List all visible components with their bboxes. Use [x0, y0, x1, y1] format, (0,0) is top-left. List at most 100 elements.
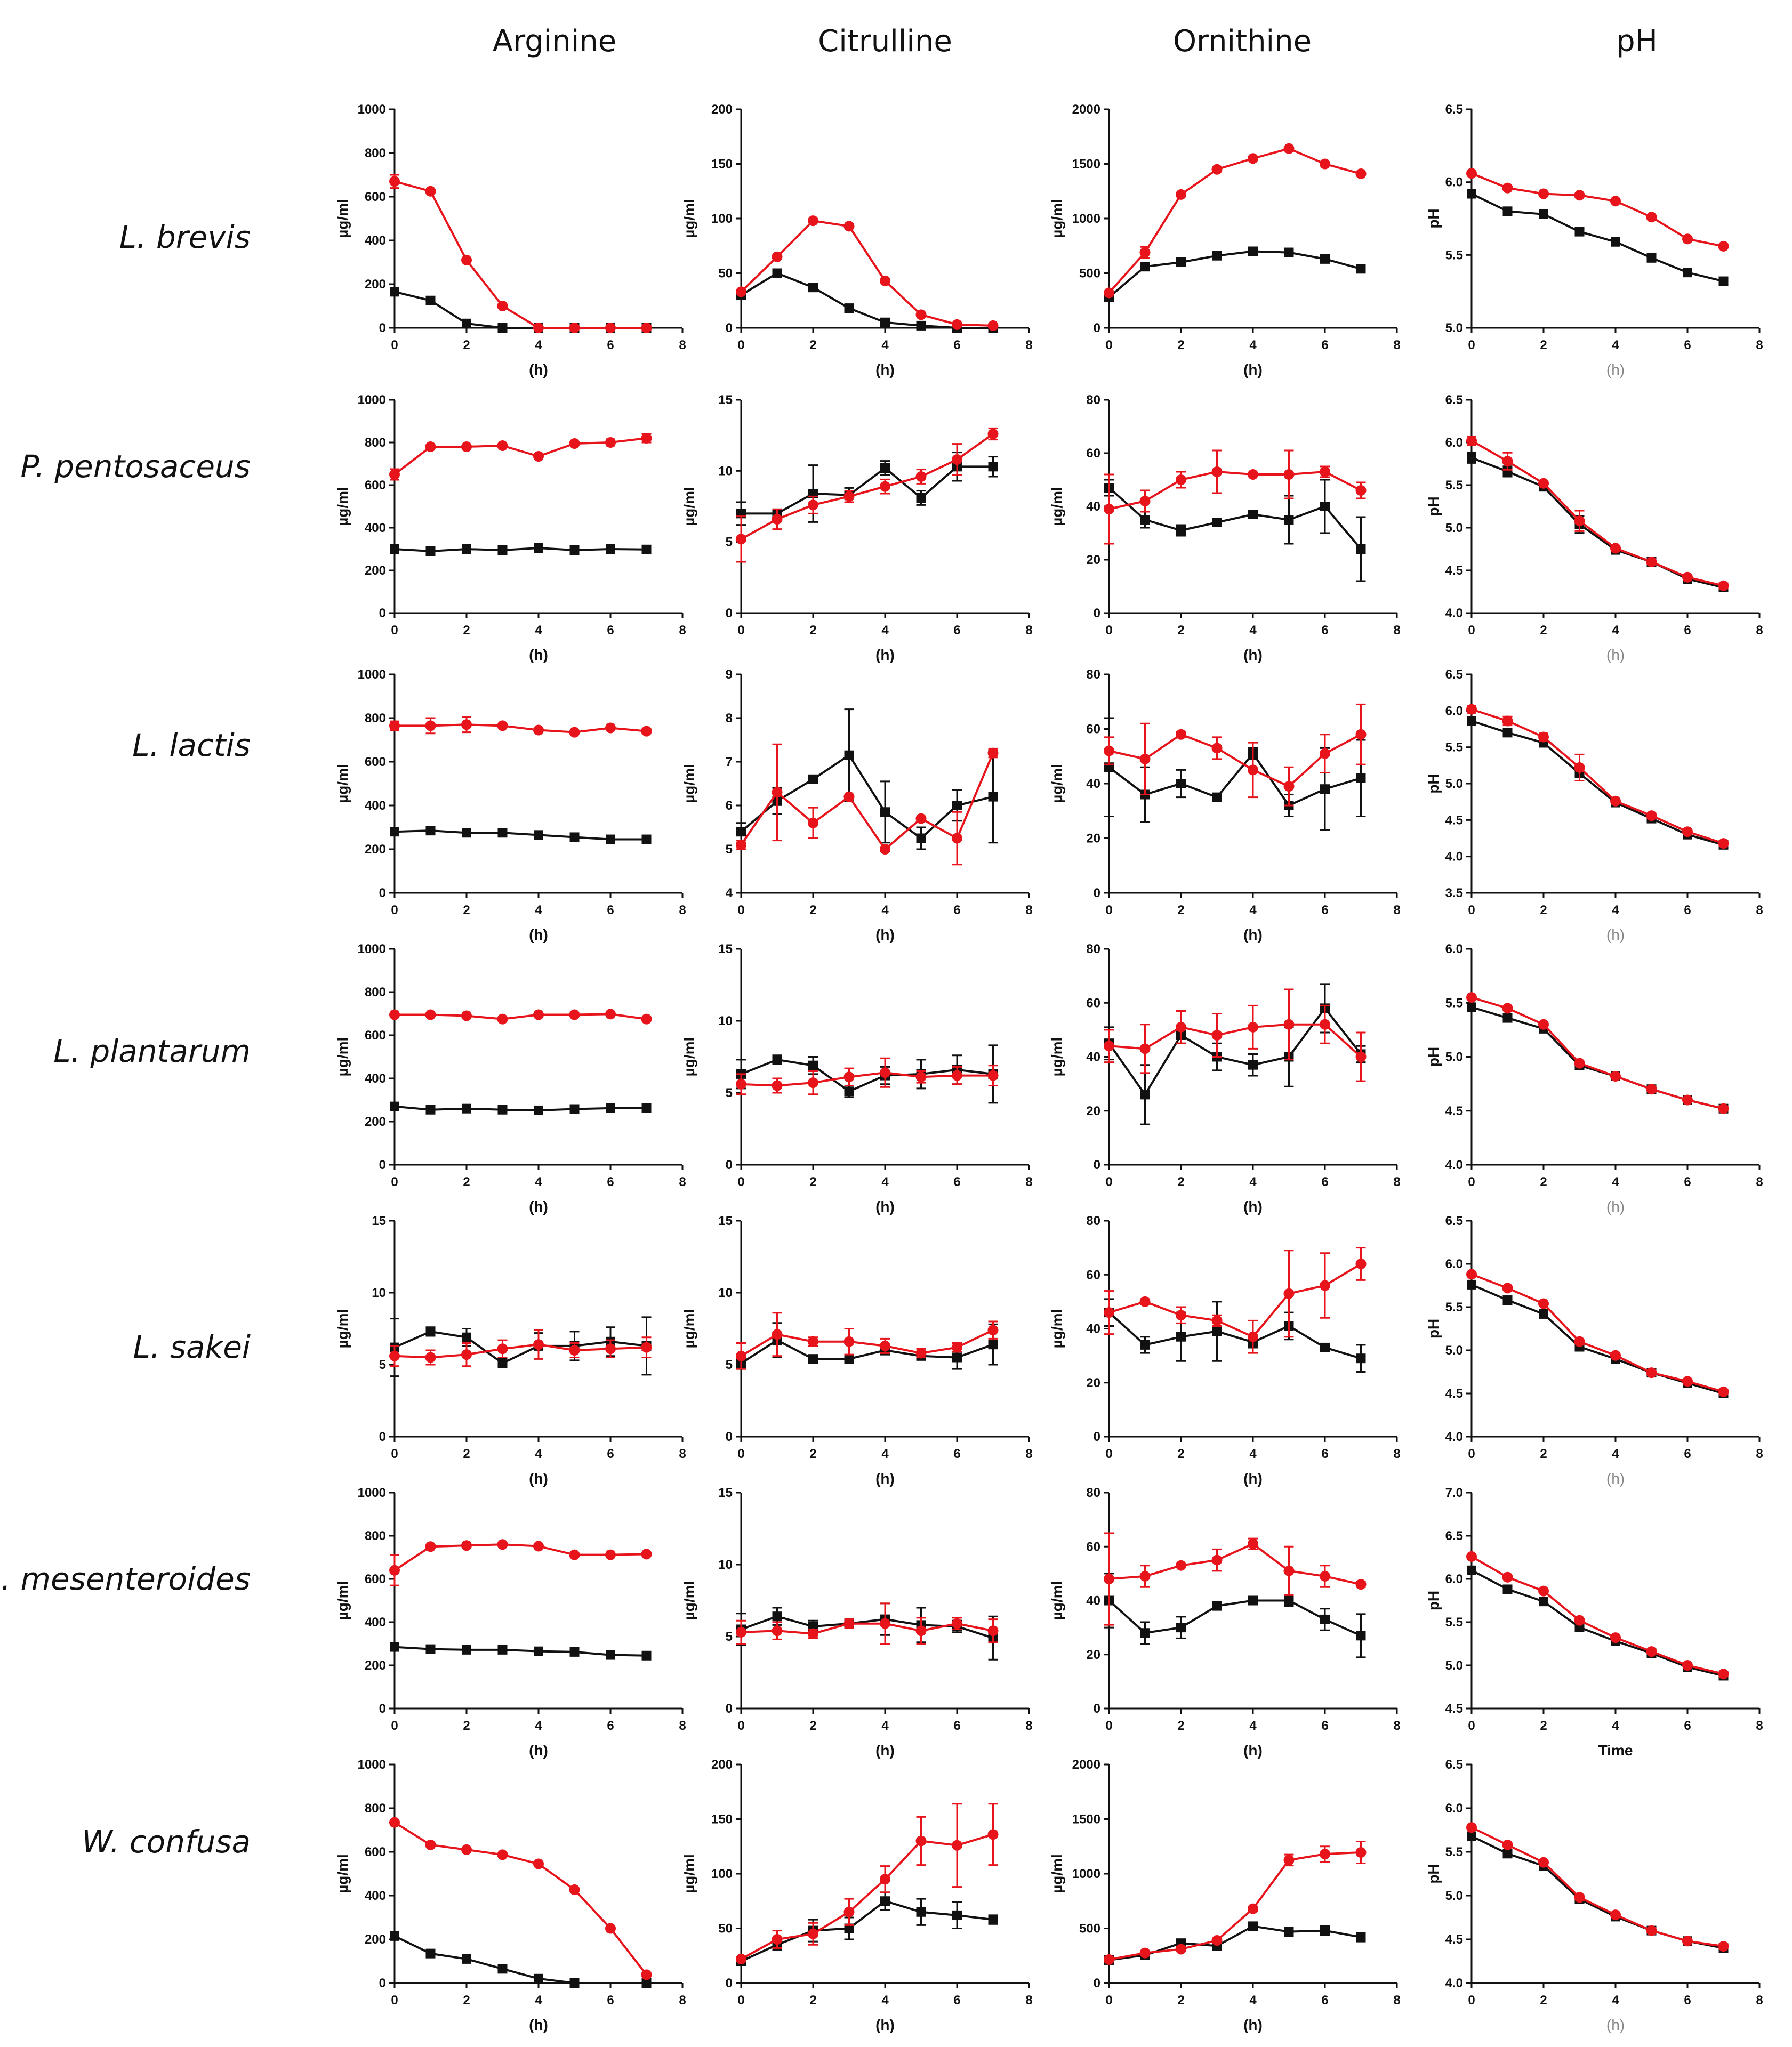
panel-l-lactis-arginine: 0 200 400 600 800 1000 0 2 4 6 8 (h) µg/ml [334, 667, 686, 943]
x-tick-label: 4 [881, 1447, 889, 1461]
data-point-circle [843, 1906, 855, 1917]
data-point-circle [952, 1342, 962, 1353]
x-tick-label: 6 [953, 1993, 960, 2008]
data-point-square [641, 544, 652, 554]
series-line-black [394, 1646, 647, 1657]
data-point-circle [641, 323, 652, 333]
data-point-circle [605, 1343, 616, 1355]
data-point-circle [605, 1549, 616, 1560]
data-point-square [880, 463, 890, 473]
data-point-square [1467, 189, 1476, 199]
data-point-square [808, 774, 818, 784]
series-red [1466, 168, 1729, 252]
data-point-circle [1104, 1041, 1114, 1052]
y-tick-label: 6.0 [1445, 1572, 1463, 1586]
data-point-circle [772, 787, 783, 798]
data-point-circle [389, 1565, 400, 1576]
data-point-circle [1104, 745, 1114, 756]
y-tick-label: 0 [379, 1430, 386, 1444]
x-tick-label: 6 [607, 1993, 614, 2008]
data-point-square [1248, 510, 1258, 519]
data-point-circle [1320, 1849, 1330, 1860]
row-label-w-confusa: W. confusa [82, 1824, 251, 1860]
data-point-square [1502, 1295, 1513, 1305]
panel-l-plantarum-ph: 4.0 4.5 5.0 5.5 6.0 0 2 4 6 8 (h) pH [1425, 942, 1763, 1215]
y-tick-label: 10 [718, 1014, 733, 1028]
y-tick-label: 600 [365, 1028, 386, 1043]
series-line-black [740, 272, 993, 329]
x-tick-label: 6 [1321, 903, 1328, 917]
data-point-square [988, 792, 998, 802]
panel-l-sakei-citrulline: 0 5 10 15 0 2 4 6 8 (h) µg/ml [681, 1214, 1033, 1487]
data-point-square [390, 1931, 399, 1941]
panel-l-brevis-arginine: 0 200 400 600 800 1000 0 2 4 6 8 (h) µg/ml [334, 102, 686, 378]
series-line-red [1471, 1556, 1724, 1675]
x-tick-label: 8 [1756, 903, 1763, 917]
data-point-square [916, 833, 926, 843]
y-tick-label: 20 [1086, 553, 1100, 567]
data-point-circle [880, 1067, 890, 1078]
data-point-circle [736, 1078, 746, 1090]
data-point-circle [389, 469, 400, 480]
x-tick-label: 8 [1393, 623, 1400, 638]
data-point-square [1212, 1326, 1222, 1336]
data-point-square [462, 1332, 471, 1342]
series-red [389, 433, 652, 481]
x-tick-label: 2 [1540, 903, 1547, 917]
data-point-circle [1355, 1847, 1367, 1858]
data-point-square [1176, 526, 1186, 535]
x-tick-label: 2 [463, 1719, 470, 1733]
y-tick-label: 5.5 [1445, 1845, 1463, 1859]
data-point-square [534, 1646, 543, 1656]
data-point-circle [1538, 1857, 1549, 1868]
data-point-circle [1139, 1043, 1151, 1054]
y-tick-label: 80 [1086, 1214, 1100, 1228]
data-point-square [1284, 515, 1294, 525]
data-point-circle [569, 727, 580, 738]
data-point-circle [1248, 153, 1258, 164]
data-point-circle [1682, 826, 1693, 837]
series-black [736, 1891, 998, 1966]
series-line-black [741, 1900, 993, 1962]
series-red [1104, 1841, 1367, 1965]
data-point-circle [1646, 557, 1657, 567]
x-tick-label: 8 [1393, 338, 1400, 352]
data-point-square [390, 1101, 399, 1111]
data-point-circle [641, 433, 652, 444]
data-point-square [844, 303, 854, 313]
data-point-square [1140, 1340, 1150, 1350]
row-label-l-plantarum: L. plantarum [53, 1033, 251, 1069]
y-tick-label: 5.0 [1445, 1343, 1463, 1358]
data-point-circle [952, 833, 962, 844]
row-label-l-mesenteroides: L. mesenteroides [0, 1561, 251, 1597]
y-tick-label: 150 [711, 1812, 733, 1827]
data-point-circle [843, 1071, 855, 1083]
y-tick-label: 800 [365, 985, 386, 1000]
y-axis-label: µg/ml [681, 1854, 697, 1893]
y-tick-label: 80 [1086, 942, 1100, 956]
x-tick-label: 4 [535, 338, 542, 352]
y-tick-label: 7 [726, 755, 733, 769]
y-tick-label: 0 [726, 606, 733, 620]
y-tick-label: 200 [365, 1658, 386, 1673]
y-tick-label: 6.0 [1445, 1257, 1463, 1271]
series-red [736, 1057, 999, 1095]
data-point-circle [1538, 1585, 1549, 1597]
row-label-l-sakei: L. sakei [133, 1329, 251, 1365]
data-point-circle [1104, 287, 1114, 299]
x-tick-label: 2 [809, 1719, 816, 1733]
y-tick-label: 60 [1086, 722, 1100, 737]
data-point-square [390, 827, 399, 837]
y-tick-label: 0 [379, 1158, 386, 1172]
data-point-circle [1248, 469, 1258, 480]
data-point-circle [987, 1325, 999, 1336]
data-point-circle [987, 320, 999, 331]
x-tick-label: 6 [953, 1447, 960, 1461]
y-tick-label: 400 [365, 1615, 386, 1630]
data-point-circle [389, 1817, 400, 1828]
panel-l-sakei-ph: 4.0 4.5 5.0 5.5 6.0 6.5 0 2 4 6 8 (h) pH [1425, 1214, 1763, 1487]
x-axis-label: (h) [875, 361, 895, 378]
y-tick-label: 5.0 [1445, 777, 1463, 791]
y-tick-label: 20 [1086, 832, 1100, 846]
x-tick-label: 8 [679, 1175, 686, 1189]
